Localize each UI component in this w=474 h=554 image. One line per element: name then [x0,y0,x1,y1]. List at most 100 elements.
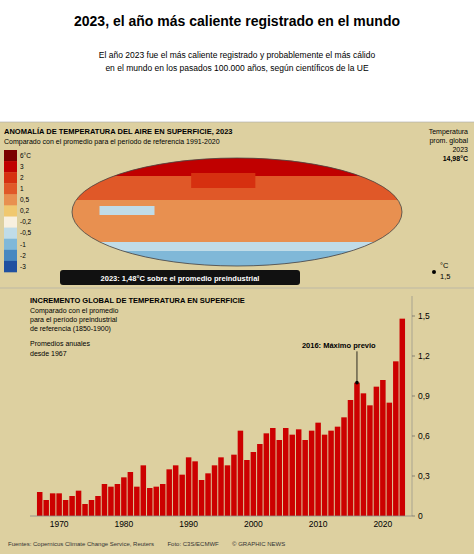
bar [218,457,224,516]
bar [37,492,43,516]
peak-annotation-line [356,351,357,382]
peak-annotation-dot [355,381,359,385]
color-scale-label: 2 [20,174,24,181]
header-background [0,0,474,122]
color-scale-cell [4,217,17,228]
bar [43,500,49,516]
x-tick-label: 1980 [114,519,133,529]
bar [315,423,321,516]
temperature-label: prom. global [429,137,468,145]
map-subtitle: Comparado con el promedio para el períod… [4,138,220,146]
color-scale-cell [4,261,17,272]
color-scale-cell [4,183,17,194]
scale-dot [432,270,436,274]
subtitle: El año 2023 fue el más caliente registra… [99,50,376,73]
bar [186,457,192,516]
y-tick-label: 0 [418,511,423,521]
bar [179,475,185,516]
record-annotation: 2023: 1,48°C sobre el promedio preindust… [101,274,260,283]
bar [56,493,62,516]
map-border [0,288,474,289]
bar-note: Promedios anualesdesde 1967 [30,340,90,357]
peak-annotation: 2016: Máximo previo [302,341,376,350]
map-region [72,158,402,266]
bars [37,319,405,516]
y-tick-label: 0,6 [418,431,430,441]
color-scale-cell [4,250,17,261]
bar [173,465,179,516]
world-map [72,158,402,266]
color-scale-label: -0,5 [20,229,32,236]
bar-note-line: desde 1967 [30,350,67,357]
color-scale-label: -0,2 [20,218,32,225]
color-scale-label: 0,2 [20,207,29,214]
color-scale-label: 0,5 [20,196,29,203]
bar [63,500,69,516]
title: 2023, el año más caliente registrado en … [74,13,400,29]
map-region [72,251,402,266]
y-tick [412,476,415,477]
color-scale-cell [4,150,17,161]
bar [82,504,88,516]
bar [134,487,140,516]
bar [270,428,276,516]
bar-subtitle: de referencia (1850-1900) [30,325,111,333]
annotation-box [60,270,300,285]
bar [95,496,101,516]
color-scale-cell [4,205,17,216]
bar [296,429,302,516]
bar [289,435,295,516]
bar [121,477,127,516]
color-scale-label: 6°C [20,152,31,159]
map-region [191,173,255,188]
color-scale-label: -2 [20,252,26,259]
x-tick-label: 2000 [244,519,263,529]
scale-value: 1,5 [440,272,450,281]
y-tick-label: 0,3 [418,471,430,481]
bar [380,380,386,516]
bar [212,465,218,516]
bar [154,487,160,516]
bar-title: INCREMENTO GLOBAL DE TEMPERATURA EN SUPE… [30,296,245,305]
bar [205,473,211,516]
map-region [72,242,402,251]
bar [244,460,250,516]
bar [69,496,75,516]
y-tick [412,356,415,357]
color-scale-cell [4,172,17,183]
scale-unit: °C [440,261,449,270]
bar [348,400,354,516]
bar [89,500,95,516]
subtitle-line: El año 2023 fue el más caliente registra… [99,50,376,60]
y-tick [412,316,415,317]
subtitle-line: en el mundo en los pasados 100.000 años,… [105,63,369,73]
bar [225,465,231,516]
bar [257,444,263,516]
bar [231,455,237,516]
bar [192,461,198,516]
bar [199,480,205,516]
bar [361,393,367,516]
temperature-label: Temperatura [429,128,468,136]
color-scale-label: 1 [20,185,24,192]
bar [50,493,56,516]
map-outline [72,158,402,266]
y-tick [412,516,415,517]
y-tick-label: 1,2 [418,351,430,361]
bar [387,403,393,516]
bar [328,431,334,516]
bar [141,465,147,516]
x-tick-label: 1970 [50,519,69,529]
y-axis-line [412,296,413,516]
color-scale-cell [4,228,17,239]
x-axis-line [30,516,412,517]
temperature-label: 14,98°C [443,155,468,163]
x-tick-label: 2020 [373,519,392,529]
color-scale-cell [4,161,17,172]
bar [115,484,121,516]
color-scale-cell [4,239,17,250]
footer: Fuentes: Copernicus Climate Change Servi… [8,541,285,547]
bar [341,417,347,516]
bar [76,491,82,516]
color-scale-label: -3 [20,263,26,270]
